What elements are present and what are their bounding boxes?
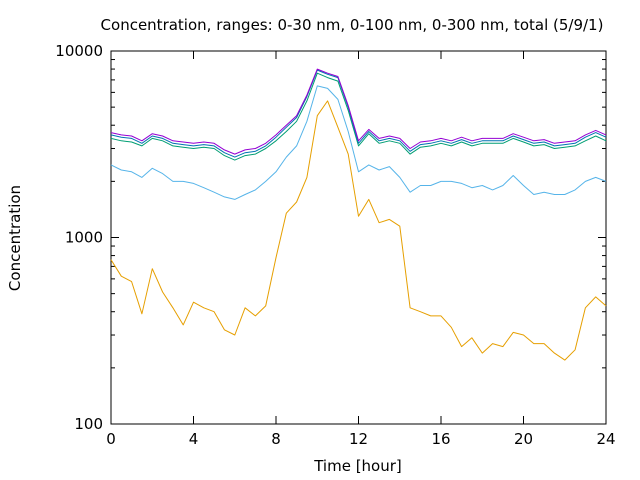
x-tick-label: 20 — [514, 430, 533, 448]
plot-frame-border — [110, 50, 607, 425]
x-tick-label: 8 — [271, 430, 281, 448]
x-tick-label: 16 — [431, 430, 450, 448]
x-tick-label: 4 — [189, 430, 199, 448]
y-axis: 100 1000 10000 — [55, 42, 606, 433]
series-group — [110, 68, 607, 361]
y-tick-label: 100 — [74, 415, 103, 433]
chart-title: Concentration, ranges: 0-30 nm, 0-100 nm… — [101, 16, 604, 34]
plot-frame — [110, 50, 607, 425]
x-tick-label: 24 — [596, 430, 615, 448]
series-line-1 — [110, 100, 607, 361]
x-axis: 0 4 8 12 16 20 24 — [106, 51, 616, 448]
x-tick-label: 0 — [106, 430, 116, 448]
series-line-3 — [110, 72, 607, 161]
series-line-2 — [110, 85, 607, 200]
y-tick-label: 1000 — [65, 229, 103, 247]
x-axis-label: Time [hour] — [313, 457, 402, 475]
x-tick-label: 12 — [349, 430, 368, 448]
y-axis-label: Concentration — [6, 185, 24, 291]
series-line-4 — [110, 69, 607, 158]
series-line-5 — [110, 68, 607, 155]
y-tick-label: 10000 — [55, 42, 103, 60]
